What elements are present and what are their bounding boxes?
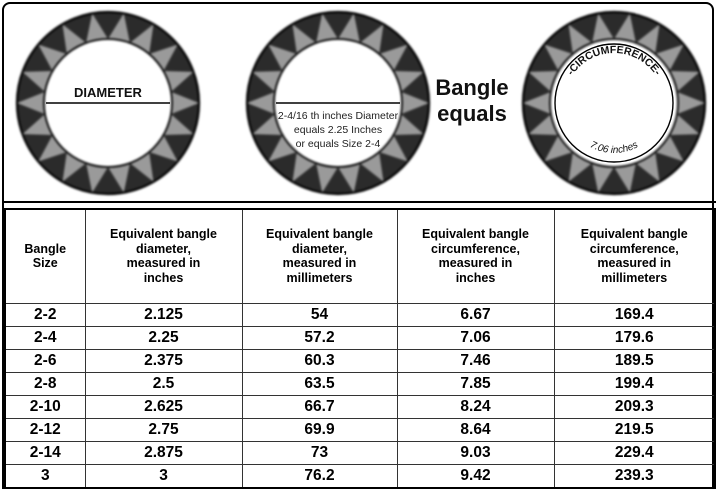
svg-text:or equals Size 2-4: or equals Size 2-4 [296, 138, 381, 150]
svg-text:Bangle: Bangle [435, 75, 508, 100]
svg-text:equals 2.25 Inches: equals 2.25 Inches [294, 124, 382, 136]
svg-text:equals: equals [437, 101, 507, 126]
svg-text:2-4/16 th inches Diameter: 2-4/16 th inches Diameter [278, 110, 399, 122]
svg-text:DIAMETER: DIAMETER [74, 85, 143, 100]
